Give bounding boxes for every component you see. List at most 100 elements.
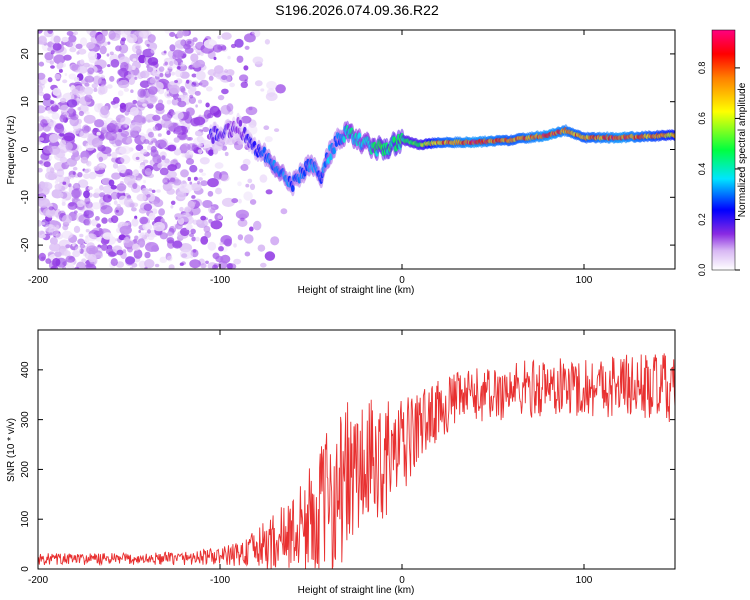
noise-blob	[180, 227, 190, 237]
noise-blob	[117, 69, 122, 75]
noise-blob	[69, 116, 79, 127]
noise-blob	[84, 75, 95, 83]
noise-blob	[38, 197, 50, 208]
noise-blob	[79, 243, 86, 249]
noise-blob	[161, 155, 166, 161]
noise-blob	[55, 148, 66, 159]
noise-blob	[119, 225, 132, 235]
noise-blob	[168, 264, 175, 269]
noise-blob	[102, 194, 113, 203]
noise-blob	[58, 62, 64, 68]
noise-blob	[170, 205, 174, 209]
noise-blob	[197, 177, 203, 181]
noise-blob	[182, 93, 189, 98]
noise-blob	[236, 55, 244, 63]
noise-blob	[137, 239, 141, 243]
noise-blob	[249, 226, 254, 232]
noise-blob	[252, 56, 264, 65]
noise-blob	[79, 59, 85, 65]
noise-blob	[143, 159, 149, 164]
noise-blob	[60, 209, 65, 214]
noise-blob	[136, 193, 147, 202]
noise-blob	[92, 75, 102, 85]
noise-blob	[196, 135, 204, 143]
noise-blob	[179, 262, 184, 266]
noise-blob	[187, 143, 197, 152]
noise-blob	[73, 128, 80, 135]
noise-blob	[59, 139, 67, 147]
snr-y-ticks: 0 100 200 300 400	[20, 361, 675, 572]
noise-blob	[85, 218, 92, 226]
noise-blob	[112, 96, 120, 104]
noise-blob	[120, 155, 131, 164]
noise-blob	[43, 93, 51, 101]
noise-blob	[217, 94, 225, 101]
noise-blob	[45, 208, 56, 219]
noise-blob	[162, 177, 170, 185]
noise-blob	[221, 88, 229, 95]
noise-blob	[179, 249, 193, 260]
noise-blob	[189, 150, 194, 155]
noise-blob	[166, 170, 177, 179]
noise-blob	[58, 68, 63, 73]
noise-blob	[59, 132, 65, 137]
noise-blob	[195, 41, 206, 51]
noise-blob	[217, 215, 223, 220]
noise-blob	[131, 207, 137, 212]
noise-blob	[208, 75, 214, 81]
noise-blob	[159, 167, 169, 176]
colorbar: 0.0 0.2 0.4 0.6 0.8 Normalized spectral ampl…	[697, 29, 748, 276]
noise-blob	[110, 59, 120, 68]
noise-blob	[48, 206, 54, 211]
noise-blob	[132, 243, 140, 251]
noise-blob	[86, 242, 95, 249]
ridge-core	[211, 137, 215, 144]
noise-blob	[54, 183, 62, 190]
noise-blob	[99, 45, 107, 55]
noise-blob	[164, 59, 178, 69]
noise-blob	[60, 130, 65, 134]
noise-blob	[244, 251, 251, 257]
noise-blob	[140, 70, 150, 79]
noise-blob	[192, 249, 197, 253]
noise-blob	[117, 79, 130, 89]
noise-blob	[117, 90, 124, 97]
noise-blob	[142, 103, 147, 107]
noise-blob	[191, 73, 197, 78]
noise-blob	[201, 172, 207, 176]
noise-blob	[144, 251, 151, 259]
noise-blob	[129, 203, 135, 208]
noise-blob	[135, 45, 141, 50]
noise-blob	[142, 48, 155, 58]
noise-blob	[66, 99, 78, 108]
noise-blob	[220, 174, 230, 182]
spectrogram-y-tick-label: -10	[20, 190, 31, 205]
noise-blob	[78, 179, 89, 188]
noise-blob	[88, 186, 93, 190]
noise-blob	[179, 206, 184, 212]
noise-blob	[195, 236, 200, 242]
noise-blob	[187, 126, 190, 130]
noise-blob	[187, 40, 192, 45]
noise-blob	[190, 255, 193, 259]
noise-blob	[170, 71, 176, 76]
noise-blob	[134, 235, 139, 241]
snr-plot-area	[38, 353, 675, 569]
noise-blob	[104, 114, 108, 119]
noise-blob	[94, 188, 101, 194]
noise-blob	[88, 171, 97, 180]
noise-blob	[82, 124, 90, 134]
noise-blob	[141, 187, 149, 195]
noise-blob	[208, 206, 216, 214]
noise-blob	[240, 115, 252, 124]
noise-blob	[109, 120, 118, 129]
noise-blob	[66, 31, 74, 36]
noise-blob	[259, 174, 268, 183]
noise-blob	[92, 127, 98, 133]
noise-blob	[194, 90, 201, 96]
noise-blob	[181, 152, 186, 158]
noise-blob	[200, 263, 207, 269]
noise-blob	[151, 245, 160, 252]
noise-blob	[83, 114, 96, 124]
noise-blob	[75, 69, 79, 74]
